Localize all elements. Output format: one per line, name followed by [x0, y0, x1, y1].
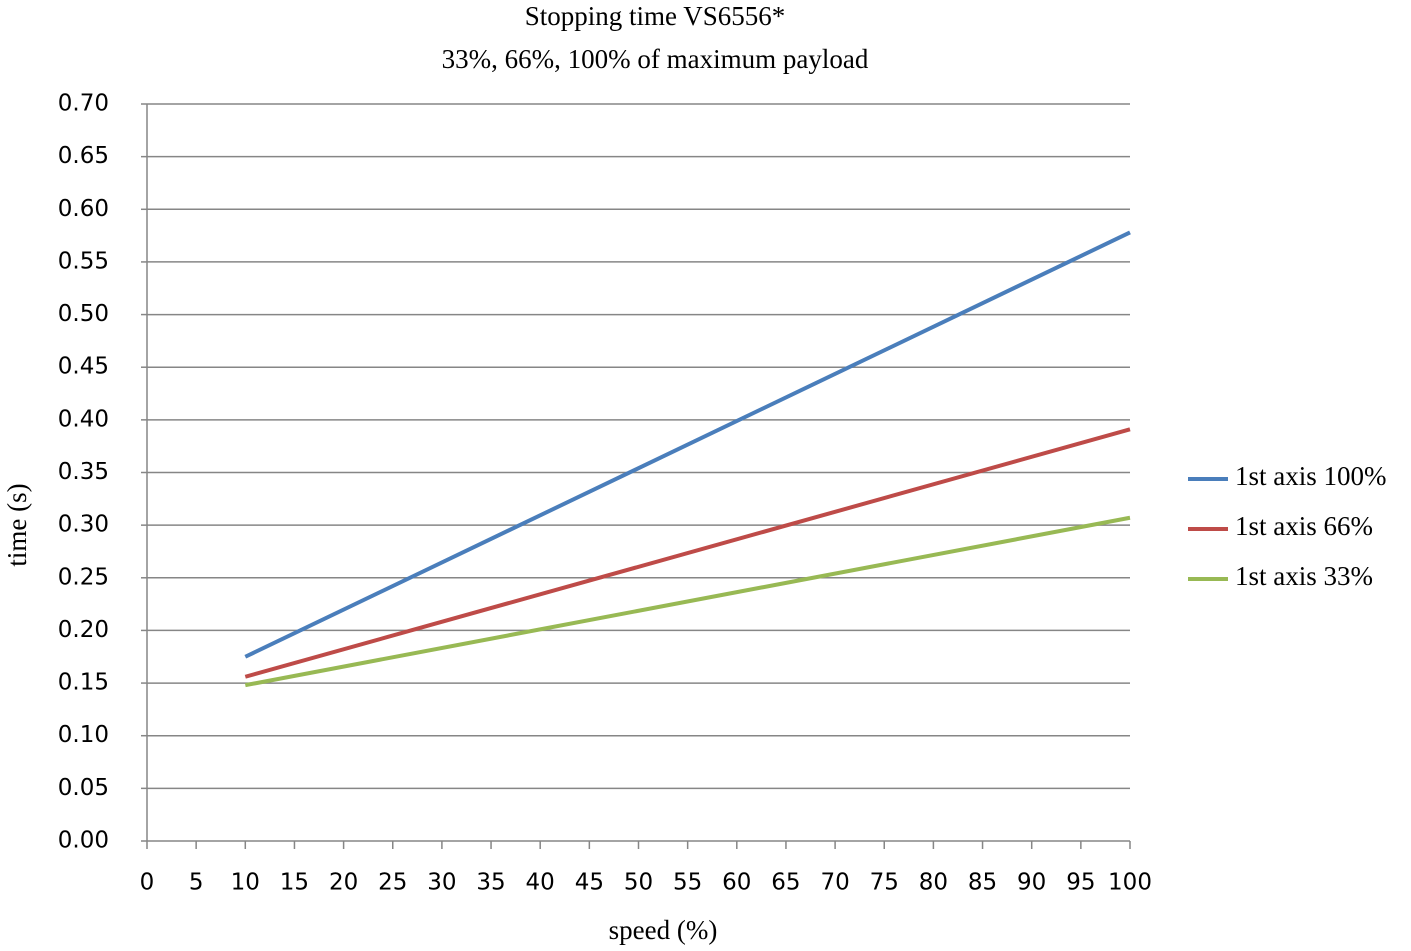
x-tick-label: 80	[919, 870, 948, 896]
series-line	[244, 230, 1131, 659]
y-tick-label: 0.20	[58, 617, 109, 643]
x-tick-label: 45	[575, 870, 604, 896]
y-tick-label: 0.25	[58, 564, 109, 590]
x-tick-label: 20	[329, 870, 358, 896]
x-tick-label: 15	[280, 870, 309, 896]
y-tick-label: 0.65	[58, 143, 109, 169]
series-line	[244, 515, 1131, 688]
y-tick-label: 0.15	[58, 670, 109, 696]
y-tick-label: 0.35	[58, 459, 109, 485]
x-tick-label: 90	[1017, 870, 1046, 896]
chart-subtitle: 33%, 66%, 100% of maximum payload	[442, 44, 869, 74]
x-tick-label: 85	[968, 870, 997, 896]
y-tick-label: 0.60	[58, 196, 109, 222]
y-axis-label: time (s)	[2, 483, 32, 566]
y-tick-label: 0.70	[58, 91, 109, 117]
x-tick-label: 35	[476, 870, 505, 896]
y-tick-label: 0.10	[58, 722, 109, 748]
x-tick-label: 30	[427, 870, 456, 896]
legend-label: 1st axis 33%	[1235, 561, 1373, 591]
x-tick-label: 40	[526, 870, 555, 896]
x-tick-label: 60	[722, 870, 751, 896]
x-tick-label: 10	[231, 870, 260, 896]
y-tick-label: 0.50	[58, 301, 109, 327]
x-tick-label: 5	[189, 870, 204, 896]
x-tick-label: 50	[624, 870, 653, 896]
legend-label: 1st axis 100%	[1235, 461, 1387, 491]
x-tick-label: 70	[820, 870, 849, 896]
legend-label: 1st axis 66%	[1235, 511, 1373, 541]
series-line	[244, 427, 1131, 679]
x-tick-label: 100	[1108, 870, 1152, 896]
x-tick-label: 0	[140, 870, 155, 896]
x-axis-label: speed (%)	[609, 915, 718, 945]
y-tick-label: 0.00	[58, 828, 109, 854]
y-tick-label: 0.45	[58, 354, 109, 380]
y-tick-label: 0.05	[58, 775, 109, 801]
chart-title: Stopping time VS6556*	[525, 1, 786, 31]
x-tick-label: 65	[771, 870, 800, 896]
x-tick-label: 55	[673, 870, 702, 896]
x-tick-label: 95	[1066, 870, 1095, 896]
y-tick-label: 0.55	[58, 248, 109, 274]
x-tick-label: 75	[870, 870, 899, 896]
y-tick-label: 0.30	[58, 512, 109, 538]
y-tick-label: 0.40	[58, 406, 109, 432]
x-tick-label: 25	[378, 870, 407, 896]
